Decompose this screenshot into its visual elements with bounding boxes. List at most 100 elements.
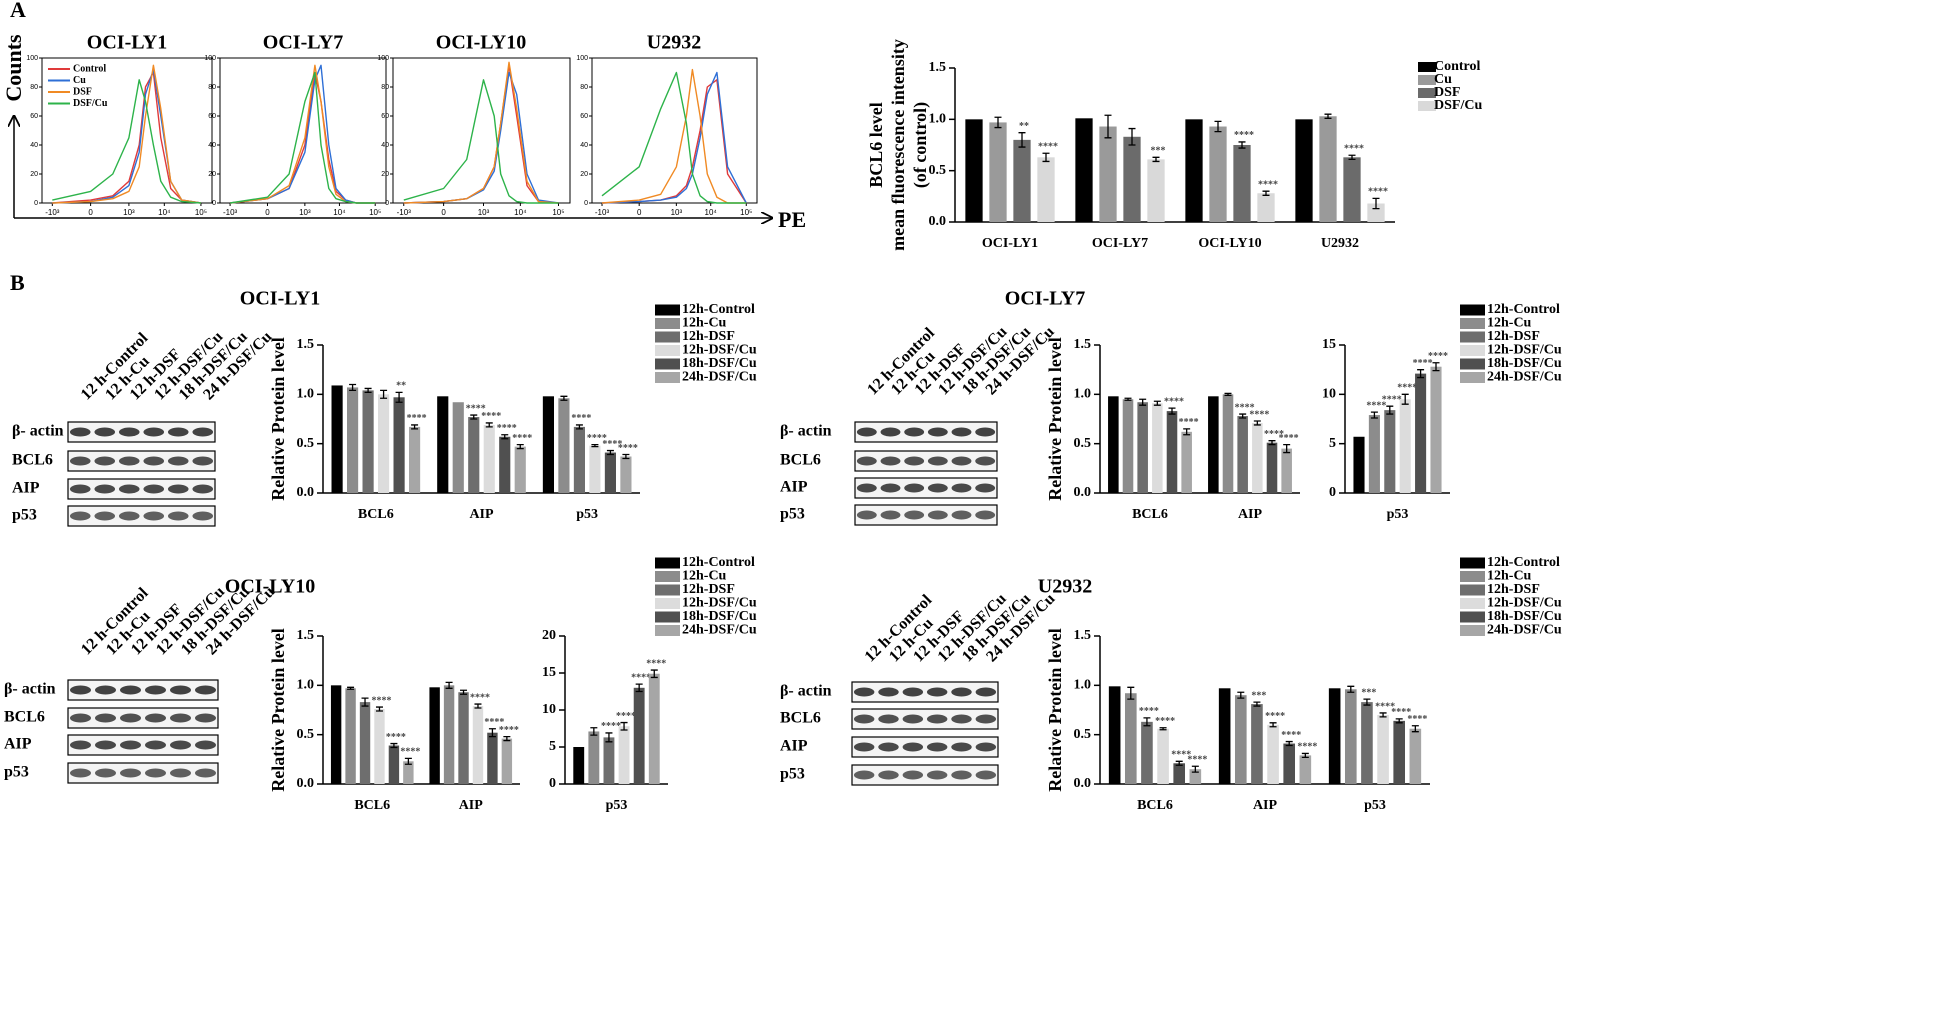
legend-label: 24h-DSF/Cu bbox=[1487, 623, 1562, 638]
bar bbox=[604, 452, 616, 493]
blot-band bbox=[975, 687, 997, 697]
legend-swatch bbox=[1460, 571, 1485, 582]
bar bbox=[347, 387, 359, 493]
x-tick-label: AIP bbox=[1253, 798, 1278, 813]
bar bbox=[452, 402, 464, 493]
bar bbox=[374, 709, 385, 784]
bar bbox=[1209, 126, 1227, 222]
y-tick-label: 100 bbox=[26, 55, 38, 62]
bar bbox=[558, 398, 570, 493]
y-tick-label: 0.5 bbox=[297, 436, 315, 451]
y-tick-label: 1.5 bbox=[1074, 337, 1092, 352]
significance-label: **** bbox=[1164, 396, 1184, 407]
bar bbox=[1218, 688, 1231, 784]
legend-label: 12h-DSF/Cu bbox=[682, 596, 757, 611]
legend-label: DSF bbox=[73, 86, 92, 97]
y-axis-label: Relative Protein level bbox=[268, 628, 288, 792]
significance-label: **** bbox=[386, 732, 406, 743]
y-tick-label: 20 bbox=[580, 171, 588, 178]
bar bbox=[618, 726, 630, 784]
x-tick-label: AIP bbox=[1238, 507, 1263, 522]
bar bbox=[1013, 139, 1031, 222]
legend-swatch bbox=[1460, 345, 1485, 356]
y-tick-label: 0 bbox=[549, 776, 556, 791]
y-tick-label: 1.0 bbox=[929, 112, 947, 127]
y-tick-label: 0 bbox=[1329, 485, 1336, 500]
y-axis-label: Relative Protein level bbox=[268, 337, 288, 501]
y-tick-label: 60 bbox=[208, 113, 216, 120]
bar bbox=[965, 119, 983, 222]
legend-swatch bbox=[1460, 598, 1485, 609]
bar bbox=[1208, 396, 1219, 493]
significance-label: **** bbox=[602, 439, 622, 450]
error-bar bbox=[364, 387, 372, 394]
chart-title: OCI-LY10 bbox=[225, 576, 315, 598]
blot-band bbox=[951, 742, 972, 752]
x-tick-label: AIP bbox=[459, 798, 484, 813]
blot-band bbox=[904, 510, 925, 520]
bar bbox=[362, 390, 374, 493]
bar bbox=[1181, 431, 1192, 493]
significance-label: **** bbox=[1407, 714, 1427, 725]
legend-swatch bbox=[655, 571, 680, 582]
blot-band bbox=[145, 768, 166, 778]
significance-label: **** bbox=[601, 721, 621, 732]
error-bar bbox=[1379, 712, 1387, 718]
significance-label: **** bbox=[1279, 433, 1299, 444]
blot-band bbox=[951, 456, 972, 466]
bar bbox=[603, 737, 615, 784]
legend-label: 24h-DSF/Cu bbox=[682, 370, 757, 385]
blot-band bbox=[926, 714, 948, 724]
legend-swatch bbox=[655, 318, 680, 329]
blot-strip bbox=[851, 681, 999, 703]
error-bar bbox=[485, 422, 493, 428]
significance-label: **** bbox=[587, 433, 607, 444]
legend-label: 12h-Control bbox=[1487, 555, 1560, 570]
bar bbox=[1173, 763, 1186, 784]
blot-strip bbox=[67, 450, 216, 472]
bar bbox=[487, 732, 498, 784]
error-bar bbox=[503, 735, 511, 742]
blot-band bbox=[975, 770, 997, 780]
blot-band bbox=[145, 713, 166, 723]
error-bar bbox=[1370, 411, 1378, 419]
significance-label: **** bbox=[497, 423, 517, 434]
bar bbox=[483, 424, 495, 493]
blot-band bbox=[192, 427, 214, 437]
x-tick-label: 0 bbox=[88, 208, 93, 217]
error-bar bbox=[1191, 765, 1199, 773]
bar bbox=[633, 687, 645, 784]
blot-band bbox=[143, 427, 165, 437]
x-tick-label: -10³ bbox=[595, 208, 610, 217]
y-tick-label: 0.0 bbox=[297, 485, 315, 500]
blot-band bbox=[951, 687, 972, 697]
bar bbox=[468, 417, 480, 493]
bar bbox=[1137, 402, 1148, 493]
bar bbox=[588, 731, 600, 784]
error-bar bbox=[488, 728, 496, 738]
y-tick-label: 100 bbox=[576, 55, 588, 62]
legend-swatch bbox=[655, 598, 680, 609]
legend-label: DSF/Cu bbox=[1434, 98, 1482, 113]
bar bbox=[1252, 422, 1263, 493]
legend-label: 18h-DSF/Cu bbox=[682, 609, 757, 624]
x-tick-label: BCL6 bbox=[354, 798, 390, 813]
error-bar bbox=[1183, 428, 1191, 436]
blot-band bbox=[118, 484, 140, 494]
y-tick-label: 15 bbox=[542, 665, 556, 680]
plot-frame bbox=[591, 57, 758, 204]
blot-band bbox=[927, 456, 948, 466]
significance-label: **** bbox=[1234, 130, 1254, 141]
error-bar bbox=[380, 389, 388, 399]
blot-band bbox=[170, 740, 191, 750]
legend-label: 12h-DSF bbox=[682, 582, 735, 597]
y-tick-label: 1.0 bbox=[297, 387, 315, 402]
x-tick-label: BCL6 bbox=[358, 507, 394, 522]
error-bar bbox=[1124, 397, 1132, 401]
significance-label: **** bbox=[466, 403, 486, 414]
error-bar bbox=[994, 116, 1002, 129]
legend-swatch bbox=[1418, 62, 1436, 72]
legend-label: DSF/Cu bbox=[73, 98, 108, 109]
bar bbox=[330, 685, 342, 784]
error-bar bbox=[1324, 113, 1332, 119]
